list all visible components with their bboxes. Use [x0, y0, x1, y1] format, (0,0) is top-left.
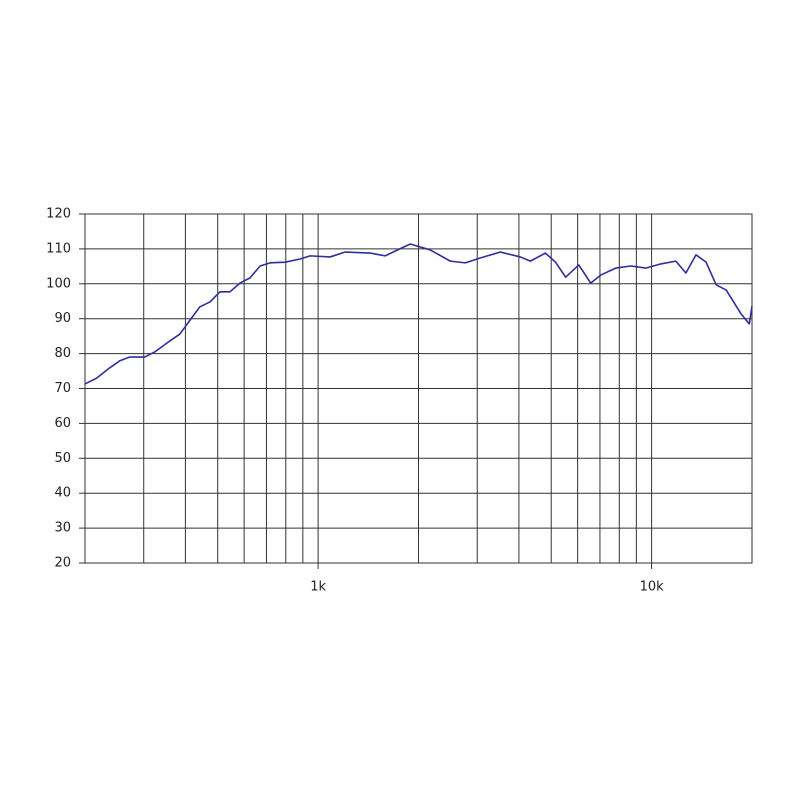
response-line: [84, 243, 753, 385]
y-tick-label: 100: [46, 276, 71, 291]
y-tick-label: 40: [54, 486, 71, 501]
y-tick-label: 70: [54, 381, 71, 396]
y-tick-label: 110: [46, 241, 71, 256]
x-tick-label: 10k: [640, 580, 665, 595]
y-tick-label: 20: [54, 556, 71, 571]
y-tick-label: 120: [46, 207, 71, 222]
y-tick-label: 50: [54, 451, 71, 466]
y-tick-label: 80: [54, 346, 71, 361]
y-tick-label: 30: [54, 521, 71, 536]
y-tick-label: 60: [54, 416, 71, 431]
y-tick-label: 90: [54, 311, 71, 326]
x-tick-label: 1k: [310, 580, 326, 595]
